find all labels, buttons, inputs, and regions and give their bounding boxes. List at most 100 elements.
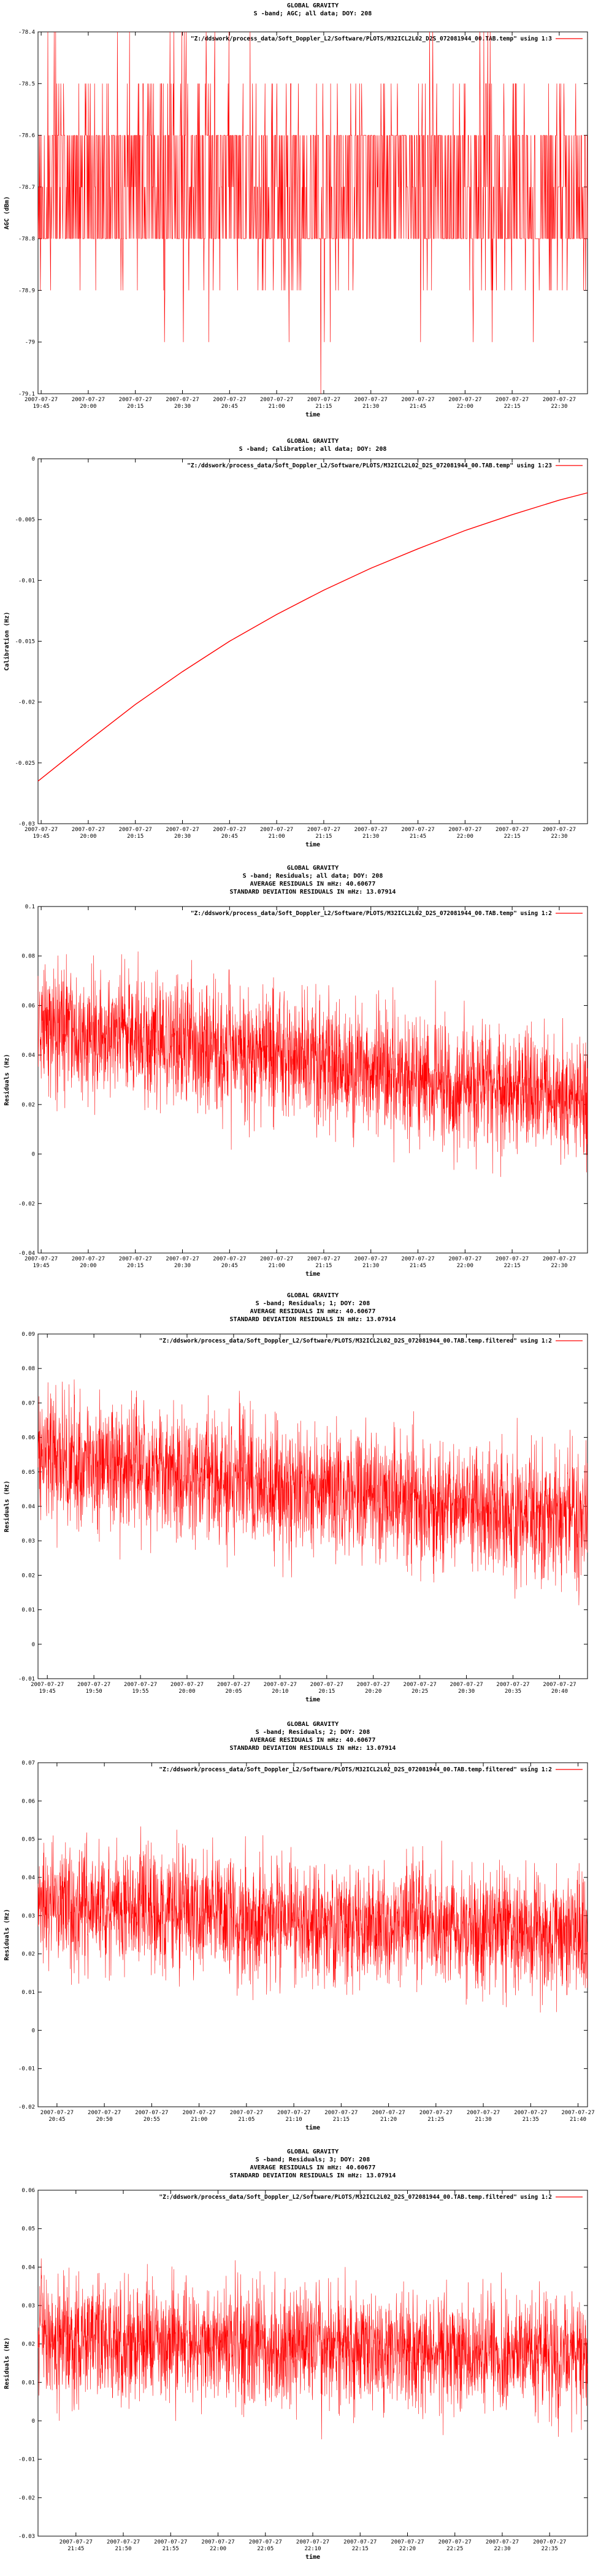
y-tick-label: -78.4	[18, 29, 35, 36]
x-tick-label: 2007-07-27	[496, 1682, 529, 1688]
y-tick-label: -0.02	[18, 1201, 35, 1207]
x-tick-label: 21:35	[523, 2117, 539, 2123]
y-tick-label: 0.1	[25, 904, 35, 910]
y-tick-label: 0.05	[21, 1837, 35, 1843]
x-axis-label: time	[305, 841, 320, 848]
chart-title: GLOBAL GRAVITY	[287, 2149, 339, 2155]
y-tick-label: 0.04	[21, 1875, 35, 1881]
x-tick-label: 22:20	[399, 2546, 416, 2552]
series-line	[37, 1826, 588, 2013]
x-tick-label: 2007-07-27	[25, 397, 58, 403]
y-tick-label: 0.03	[21, 2303, 35, 2309]
x-tick-label: 19:45	[33, 1263, 50, 1269]
x-tick-label: 2007-07-27	[31, 1682, 64, 1688]
legend-label: "Z:/ddswork/process_data/Soft_Doppler_L2…	[191, 910, 552, 917]
x-tick-label: 20:30	[174, 834, 191, 840]
x-tick-label: 2007-07-27	[107, 2539, 140, 2545]
series-line	[37, 2258, 588, 2440]
y-tick-label: 0.08	[21, 954, 35, 960]
x-tick-label: 2007-07-27	[448, 827, 481, 833]
y-tick-label: 0.01	[21, 1990, 35, 1996]
y-tick-label: 0	[32, 1642, 35, 1648]
x-tick-label: 2007-07-27	[25, 1256, 58, 1262]
x-tick-label: 2007-07-27	[496, 397, 529, 403]
y-tick-label: 0.02	[21, 1952, 35, 1958]
legend: "Z:/ddswork/process_data/Soft_Doppler_L2…	[159, 2194, 583, 2201]
x-tick-label: 2007-07-27	[119, 827, 152, 833]
chart-title: GLOBAL GRAVITY	[287, 865, 339, 872]
x-tick-label: 21:20	[380, 2117, 397, 2123]
chart-title: S -band; Calibration; all data; DOY: 208	[239, 445, 387, 453]
x-tick-label: 19:50	[86, 1689, 102, 1695]
x-tick-label: 20:10	[272, 1689, 288, 1695]
chart-title: S -band; Residuals; 3; DOY: 208	[256, 2156, 370, 2163]
x-tick-label: 2007-07-27	[135, 2110, 168, 2116]
x-tick-label: 21:15	[315, 834, 332, 840]
x-tick-label: 2007-07-27	[249, 2539, 282, 2545]
y-tick-label: 0.07	[21, 1400, 35, 1406]
x-tick-label: 2007-07-27	[25, 827, 58, 833]
y-tick-label: 0.06	[21, 1798, 35, 1804]
x-tick-label: 2007-07-27	[166, 827, 199, 833]
y-tick-label: 0	[32, 2028, 35, 2034]
chart-title: STANDARD DEVIATION RESIDUALS IN mHz: 13.…	[230, 2172, 396, 2179]
y-tick-label: -79	[25, 340, 35, 346]
y-tick-label: 0.03	[21, 1538, 35, 1544]
x-tick-label: 21:10	[286, 2117, 302, 2123]
chart-title: AVERAGE RESIDUALS IN mHz: 40.60677	[250, 2164, 376, 2171]
y-axis-label: Residuals (Hz)	[3, 1481, 10, 1532]
y-tick-label: 0.08	[21, 1366, 35, 1372]
y-tick-label: -0.01	[18, 2066, 35, 2072]
x-tick-label: 20:40	[551, 1689, 568, 1695]
x-tick-label: 2007-07-27	[260, 397, 293, 403]
x-tick-label: 2007-07-27	[170, 1682, 204, 1688]
x-tick-label: 2007-07-27	[213, 397, 246, 403]
x-tick-label: 2007-07-27	[450, 1682, 483, 1688]
x-tick-label: 21:30	[475, 2117, 492, 2123]
chart-title: GLOBAL GRAVITY	[287, 1292, 339, 1299]
y-tick-label: -0.025	[15, 761, 35, 767]
y-axis-label: Calibration (Hz)	[3, 611, 10, 670]
x-tick-label: 2007-07-27	[40, 2110, 74, 2116]
y-axis-label: Residuals (Hz)	[3, 2337, 10, 2389]
x-tick-label: 21:30	[362, 1263, 379, 1269]
x-tick-label: 2007-07-27	[561, 2110, 594, 2116]
x-tick-label: 21:15	[315, 404, 332, 410]
x-tick-label: 2007-07-27	[438, 2539, 472, 2545]
x-tick-label: 2007-07-27	[213, 1256, 246, 1262]
legend: "Z:/ddswork/process_data/Soft_Doppler_L2…	[191, 36, 583, 42]
y-tick-label: 0	[32, 1152, 35, 1158]
x-tick-label: 2007-07-27	[307, 827, 340, 833]
x-tick-label: 2007-07-27	[496, 827, 529, 833]
x-tick-label: 21:45	[410, 404, 426, 410]
legend-label: "Z:/ddswork/process_data/Soft_Doppler_L2…	[159, 1338, 552, 1344]
x-tick-label: 2007-07-27	[354, 397, 388, 403]
x-tick-label: 20:15	[127, 404, 144, 410]
chart-title: STANDARD DEVIATION RESIDUALS IN mHz: 13.…	[230, 1316, 396, 1323]
x-tick-label: 2007-07-27	[307, 397, 340, 403]
chart-title: STANDARD DEVIATION RESIDUALS IN mHz: 13.…	[230, 1745, 396, 1752]
plot-frame	[37, 458, 588, 824]
x-tick-label: 2007-07-27	[343, 2539, 377, 2545]
x-tick-label: 21:50	[115, 2546, 131, 2552]
y-tick-label: -0.02	[18, 700, 35, 706]
x-tick-label: 21:45	[67, 2546, 84, 2552]
x-tick-label: 20:35	[505, 1689, 521, 1695]
x-tick-label: 19:45	[33, 404, 50, 410]
x-tick-label: 21:05	[238, 2117, 255, 2123]
x-tick-label: 2007-07-27	[543, 1256, 576, 1262]
x-tick-label: 2007-07-27	[277, 2110, 310, 2116]
x-tick-label: 22:30	[551, 404, 567, 410]
x-tick-label: 20:45	[221, 1263, 238, 1269]
x-tick-label: 22:30	[551, 834, 567, 840]
series-line	[37, 492, 588, 782]
x-tick-label: 21:55	[163, 2546, 179, 2552]
x-tick-label: 20:20	[365, 1689, 381, 1695]
x-axis-label: time	[305, 1696, 320, 1703]
x-tick-label: 2007-07-27	[296, 2539, 329, 2545]
y-axis-label: AGC (dBm)	[4, 196, 10, 229]
x-tick-label: 2007-07-27	[154, 2539, 187, 2545]
